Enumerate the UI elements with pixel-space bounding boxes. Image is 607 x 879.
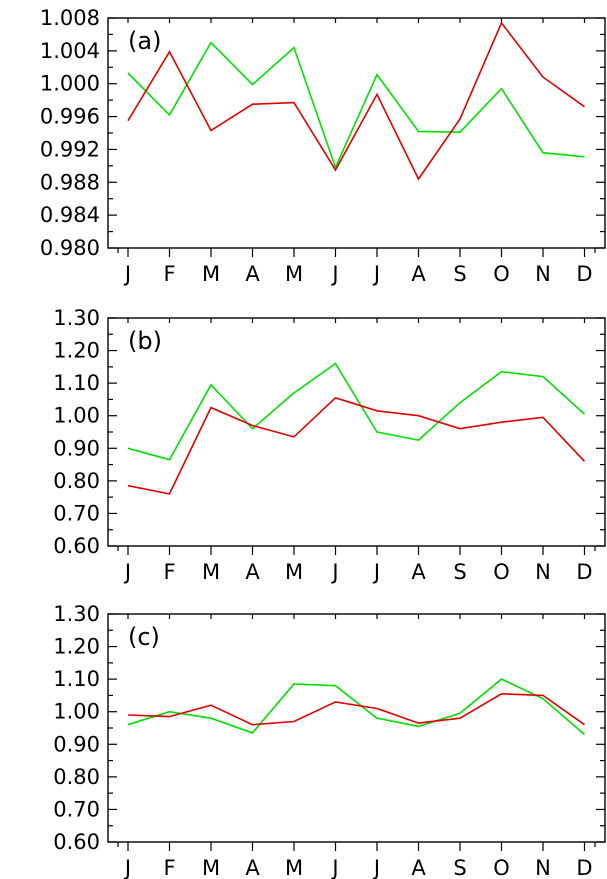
y-tick-label: 1.00 [53,404,100,428]
x-tick-label: M [202,560,220,584]
x-tick-label: J [372,262,380,286]
panel-label: (a) [128,27,161,55]
x-tick-label: M [285,560,303,584]
x-tick-label: N [535,262,551,286]
series-line-red [127,396,586,495]
x-tick-label: D [576,262,592,286]
x-tick-label: M [202,262,220,286]
x-tick-label: J [123,560,131,584]
y-tick-label: 0.992 [40,137,100,161]
panel-label: (c) [128,623,160,651]
y-tick-label: 0.70 [53,501,100,525]
y-tick-label: 0.80 [53,469,100,493]
x-tick-label: S [453,262,466,286]
series-line-green [127,41,585,170]
y-tick-label: 0.60 [53,534,100,558]
x-tick-label: O [493,560,510,584]
panel-label: (b) [128,327,162,355]
x-tick-label: A [245,262,260,286]
series-line-green [127,678,586,736]
y-tick-label: 1.10 [53,371,100,395]
x-tick-label: J [123,262,131,286]
x-tick-label: S [453,560,466,584]
y-tick-label: 1.20 [53,339,100,363]
plot-frame [107,613,606,843]
panel-a: 1.008 1.004 1.000 0.996 0.992 0.988 0.984 0.980… [40,6,606,286]
x-tick-label: A [411,560,426,584]
series-line-green [127,362,586,461]
y-tick-label: 0.90 [53,732,100,756]
x-tick-label: D [576,856,592,879]
x-tick-label: M [285,856,303,879]
y-tick-label: 0.984 [40,203,100,227]
x-tick-label: F [163,560,175,584]
x-tick-label: J [330,856,338,879]
x-tick-label: A [411,856,426,879]
y-tick-label: 0.996 [40,105,100,129]
x-tick-label: J [330,560,338,584]
x-tick-label: M [202,856,220,879]
y-tick-label: 1.10 [53,667,100,691]
y-tick-label: 1.004 [40,39,100,63]
x-tick-label: S [453,856,466,879]
x-tick-label: J [372,856,380,879]
y-tick-label: 0.70 [53,797,100,821]
x-tick-label: F [163,856,175,879]
y-tick-label: 1.008 [40,6,100,30]
y-tick-label: 1.00 [53,700,100,724]
x-tick-label: N [535,856,551,879]
series-line-red [127,21,585,181]
y-tick-label: 0.988 [40,170,100,194]
x-tick-label: N [535,560,551,584]
x-tick-label: D [576,560,592,584]
y-tick-label: 1.000 [40,72,100,96]
x-tick-label: A [245,856,260,879]
x-tick-label: O [493,262,510,286]
series-line-red [127,692,585,726]
x-tick-label: J [372,560,380,584]
x-tick-label: M [285,262,303,286]
x-tick-label: O [493,856,510,879]
x-tick-label: J [123,856,131,879]
x-tick-label: A [245,560,260,584]
y-tick-label: 0.90 [53,436,100,460]
x-tick-label: J [330,262,338,286]
panel-b: 1.30 1.20 1.10 1.00 0.90 0.80 0.70 0.60 J F M A M J J A… [53,306,606,584]
y-tick-label: 1.30 [53,306,100,330]
y-tick-label: 0.80 [53,765,100,789]
x-tick-label: A [411,262,426,286]
panel-c: 1.30 1.20 1.10 1.00 0.90 0.80 0.70 0.60 J F M A M J J A… [53,602,606,879]
y-tick-label: 0.60 [53,830,100,854]
y-tick-label: 1.20 [53,635,100,659]
y-tick-label: 1.30 [53,602,100,626]
x-tick-label: F [163,262,175,286]
plot-frame [107,317,606,547]
y-tick-label: 0.980 [40,236,100,260]
